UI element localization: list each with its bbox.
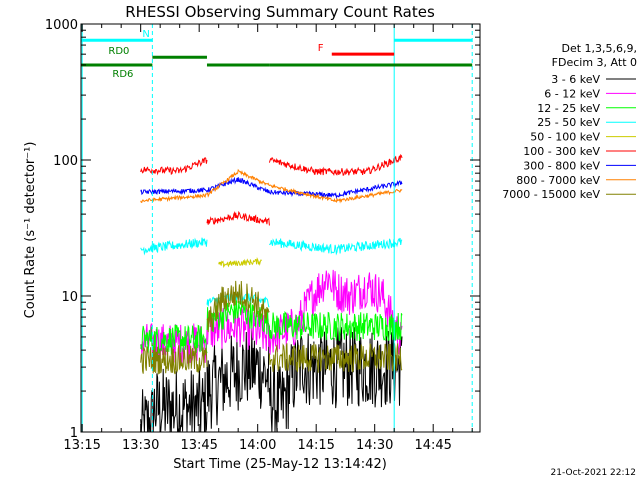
series-2-segment-2 [268,310,403,342]
plot-frame [80,23,481,433]
flag-rd0-label: RD0 [108,46,129,57]
legend-label: 3 - 6 keV [551,73,600,86]
series-5 [140,154,403,226]
legend-label: 7000 - 15000 keV [502,188,600,201]
legend-header-line: Det 1,3,5,6,9, [561,42,637,55]
series-8-segment-2 [268,343,403,373]
series-1-segment-2 [268,269,403,355]
flag-n: N [81,29,473,42]
legend-label: 50 - 100 keV [530,131,600,144]
legend-label: 300 - 800 keV [523,159,600,172]
series-3-segment-0 [140,237,208,256]
legend-entry: 3 - 6 keV [551,73,636,86]
series-3-segment-2 [268,237,403,256]
flag-n-label: N [142,29,149,40]
y-tick-label: 100 [53,154,78,169]
series-5-segment-2 [268,154,403,177]
flag-f: F [318,43,395,56]
x-tick-label: 13:30 [122,438,159,453]
series-0-segment-0 [140,367,208,433]
x-tick-label: 14:00 [239,438,276,453]
axis-layer: 13:15 13:30 13:45 14:00 14:15 14:30 14:45 1 10 10… [45,18,480,453]
series-8-segment-0 [140,345,208,375]
series-6-segment-0 [140,176,403,199]
x-tick-label: 13:15 [63,438,100,453]
legend-entry: 6 - 12 keV [544,87,636,100]
series-6 [140,176,403,199]
legend-entry: 100 - 300 keV [523,145,636,158]
y-axis-label: Count Rate (s⁻¹ detector⁻¹) [23,142,38,319]
flag-rd6-label: RD6 [112,69,133,80]
x-tick-label: 14:15 [297,438,334,453]
legend-label: 25 - 50 keV [537,116,600,129]
legend-entry: 800 - 7000 keV [516,174,636,187]
timestamp: 21-Oct-2021 22:12 [551,468,636,478]
x-tick-label: 14:30 [356,438,393,453]
legend-label: 6 - 12 keV [544,87,600,100]
series-8-segment-1 [206,280,270,333]
y-tick-label: 1000 [45,18,78,33]
legend-header-line: FDecim 3, Att 0 [552,56,637,69]
y-tick-label: 10 [61,290,78,305]
legend-entry: 12 - 25 keV [537,102,636,115]
x-tick-label: 14:45 [414,438,451,453]
series-0-segment-1 [206,327,270,429]
series-2 [140,296,403,356]
legend-label: 800 - 7000 keV [516,174,600,187]
legend-entry: 25 - 50 keV [537,116,636,129]
legend-entry: 7000 - 15000 keV [502,188,636,201]
series-7 [140,168,403,204]
series-4 [218,257,262,268]
flag-layer: N F RD0 RD6 [81,24,473,432]
legend-entry: 300 - 800 keV [523,159,636,172]
legend-entry: 50 - 100 keV [530,131,636,144]
series-7-segment-0 [140,168,403,204]
series-5-segment-0 [140,157,208,176]
flag-rd0: RD0 [108,46,207,59]
y-tick-label: 1 [70,426,78,441]
flag-rd6: RD6 [81,63,473,80]
legend: Det 1,3,5,6,9,FDecim 3, Att 0 3 - 6 keV6 … [502,42,637,201]
series-layer [140,154,403,433]
series-2-segment-1 [206,296,270,337]
series-4-segment-0 [218,257,262,268]
series-2-segment-0 [140,324,208,356]
flag-f-label: F [318,43,324,54]
series-5-segment-1 [206,210,270,226]
series-8 [140,280,403,375]
x-axis-label: Start Time (25-May-12 13:14:42) [173,457,387,472]
chart-title: RHESSI Observing Summary Count Rates [125,3,435,21]
x-tick-label: 13:45 [180,438,217,453]
legend-label: 100 - 300 keV [523,145,600,158]
legend-label: 12 - 25 keV [537,102,600,115]
